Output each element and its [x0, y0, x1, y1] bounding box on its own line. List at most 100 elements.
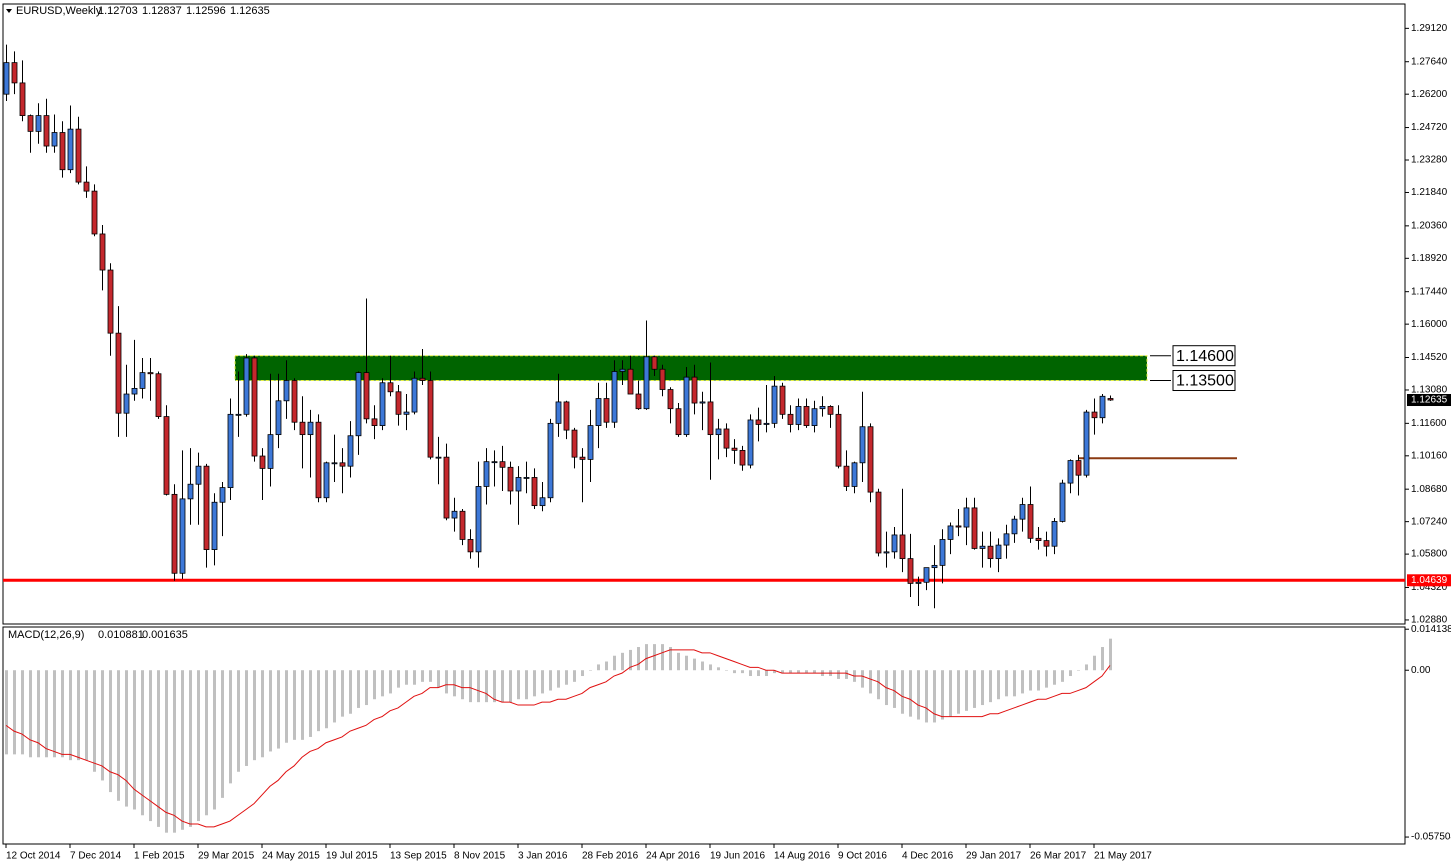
macd-bar	[205, 670, 208, 816]
x-tick-label: 29 Mar 2015	[198, 851, 255, 862]
candle-body	[387, 382, 394, 393]
y-tick-label: 1.14520	[1411, 352, 1448, 363]
macd-bar	[1029, 670, 1032, 691]
macd-bar	[277, 670, 280, 749]
candle-body	[323, 462, 330, 499]
candle-body	[787, 413, 794, 425]
signal-value: 0.001635	[142, 629, 188, 641]
candle-body	[275, 400, 282, 436]
candle-body	[739, 449, 746, 466]
macd-bar	[757, 670, 760, 677]
macd-bar	[117, 670, 120, 801]
macd-bar	[813, 670, 816, 674]
x-tick-label: 26 Mar 2017	[1030, 851, 1087, 862]
macd-bar	[85, 670, 88, 761]
candle-body	[659, 368, 666, 390]
candle-body	[907, 558, 914, 584]
macd-bar	[13, 670, 16, 755]
candle-body	[1011, 518, 1018, 535]
macd-bar	[493, 670, 496, 703]
candle-body	[875, 491, 882, 554]
macd-bar	[773, 670, 776, 674]
macd-bar	[837, 670, 840, 679]
macd-bar	[565, 670, 568, 685]
x-tick-label: 21 May 2017	[1094, 851, 1152, 862]
x-tick-label: 1 Feb 2015	[134, 851, 185, 862]
candle-body	[451, 510, 458, 519]
macd-bar	[261, 670, 264, 758]
y-tick-label: 0.014138	[1411, 624, 1451, 635]
macd-bar	[621, 652, 624, 671]
macd-bar	[69, 670, 72, 761]
candle-body	[67, 128, 74, 171]
x-tick-label: 13 Sep 2015	[390, 851, 447, 862]
macd-bar	[797, 670, 800, 674]
candle-body	[299, 421, 306, 436]
macd-bar	[949, 670, 952, 717]
candle-body	[27, 115, 34, 132]
x-tick-label: 12 Oct 2014	[6, 851, 61, 862]
candle-body	[227, 413, 234, 488]
macd-bar	[893, 670, 896, 708]
macd-bar	[901, 670, 904, 714]
candle-body	[531, 477, 538, 507]
x-tick-label: 28 Feb 2016	[582, 851, 639, 862]
candle-body	[59, 132, 66, 171]
current-price-tag	[1407, 394, 1451, 407]
macd-bar	[101, 670, 104, 781]
candle-body	[131, 387, 138, 395]
candle-body	[691, 376, 698, 404]
zone-label: 1.13500	[1176, 373, 1234, 390]
candle-body	[1059, 482, 1066, 522]
candle-body	[963, 507, 970, 528]
candle-body	[371, 418, 378, 427]
macd-bar	[253, 670, 256, 761]
candle-body	[699, 401, 706, 404]
macd-bar	[469, 670, 472, 703]
candle-body	[19, 82, 26, 116]
macd-bar	[1053, 670, 1056, 685]
macd-bar	[517, 670, 520, 700]
macd-bar	[789, 670, 792, 674]
y-tick-label: 1.16000	[1411, 319, 1448, 330]
macd-bar	[293, 670, 296, 740]
candle-body	[307, 421, 314, 436]
macd-bar	[1085, 664, 1088, 671]
candle-body	[163, 416, 170, 495]
open-value: 1.12703	[98, 5, 138, 17]
macd-bar	[877, 670, 880, 700]
macd-bar	[157, 670, 160, 827]
candle-body	[107, 269, 114, 334]
macd-bar	[29, 670, 32, 758]
macd-bar	[613, 655, 616, 671]
y-tick-label: 0.00	[1411, 665, 1431, 676]
candle-body	[395, 391, 402, 415]
low-value: 1.12596	[186, 5, 226, 17]
candle-body	[723, 428, 730, 449]
macd-bar	[333, 670, 336, 723]
candle-body	[1099, 395, 1106, 419]
candle-body	[83, 181, 90, 192]
candle-body	[1083, 411, 1090, 476]
macd-bar	[141, 670, 144, 816]
candle-body	[843, 465, 850, 487]
candle-body	[627, 368, 634, 395]
y-tick-label: 1.27640	[1411, 56, 1448, 67]
candle-body	[555, 401, 562, 424]
candle-body	[419, 377, 426, 381]
high-value: 1.12837	[142, 5, 182, 17]
candle-body	[171, 493, 178, 574]
candle-body	[267, 434, 274, 469]
candle-body	[443, 456, 450, 519]
candle-body	[1035, 537, 1042, 541]
candle-body	[195, 465, 202, 485]
macd-bar	[5, 670, 8, 755]
macd-bar	[1069, 670, 1072, 677]
y-tick-label: 1.29120	[1411, 23, 1448, 34]
menu-arrow[interactable]	[6, 9, 12, 13]
candle-body	[243, 357, 250, 415]
candle-body	[291, 380, 298, 423]
candle-body	[563, 401, 570, 431]
candle-body	[539, 497, 546, 507]
